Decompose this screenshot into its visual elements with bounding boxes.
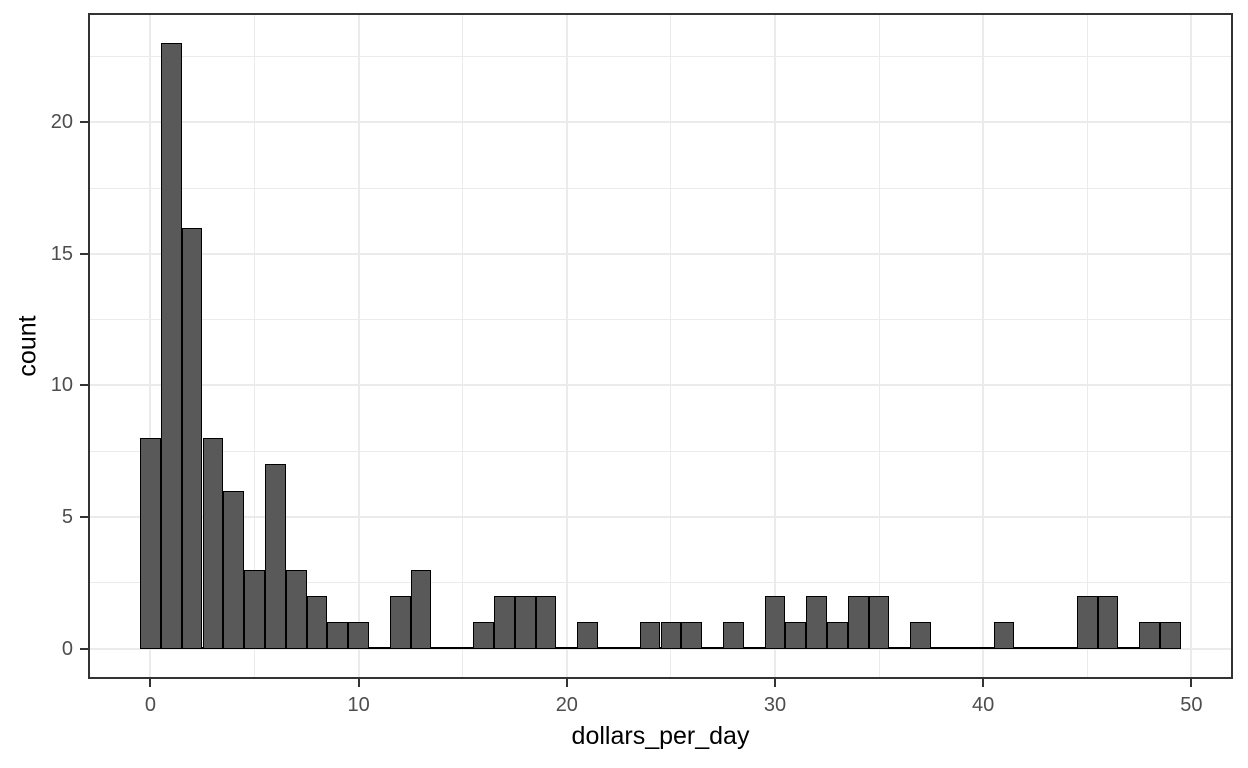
x-axis-title: dollars_per_day <box>571 722 750 750</box>
x-tick-label: 40 <box>972 694 995 716</box>
histogram-bar <box>285 569 307 649</box>
gridline-minor-v <box>1086 13 1088 679</box>
histogram-bar <box>535 596 557 649</box>
histogram-bar <box>993 622 1015 649</box>
histogram-bar <box>577 622 599 649</box>
y-tick-mark <box>80 121 88 124</box>
histogram-bar <box>1139 622 1161 649</box>
gridline-major-v <box>1190 13 1193 679</box>
histogram-bar <box>244 569 265 649</box>
gridline-major-v <box>774 13 776 679</box>
histogram-bar <box>827 622 848 649</box>
gridline-minor-v <box>254 13 256 679</box>
gridline-minor-h <box>88 582 1233 584</box>
histogram-bar <box>202 438 224 649</box>
gridline-major-h <box>88 384 1233 387</box>
gridline-major-h <box>88 252 1233 255</box>
histogram-bar <box>660 622 682 649</box>
gridline-minor-h <box>88 55 1233 57</box>
y-tick-label: 0 <box>61 637 73 660</box>
gridline-major-h <box>88 121 1233 124</box>
histogram-baseline <box>140 646 1181 649</box>
histogram-bar <box>639 622 661 649</box>
x-tick-mark <box>565 679 568 687</box>
histogram-bar <box>348 622 370 649</box>
y-tick-label: 10 <box>50 374 73 397</box>
histogram-bar <box>764 596 786 649</box>
y-tick-mark <box>80 647 88 650</box>
x-tick-label: 10 <box>347 694 370 716</box>
plot-panel <box>88 13 1233 679</box>
gridline-major-v <box>149 13 152 679</box>
histogram-bar <box>181 227 203 649</box>
y-tick-mark <box>80 252 88 255</box>
x-tick-mark <box>982 679 985 687</box>
y-axis-title: count <box>13 315 42 377</box>
x-tick-mark <box>1190 679 1193 687</box>
histogram-bar <box>140 438 161 649</box>
x-tick-mark <box>149 679 152 687</box>
histogram-bar <box>1076 596 1098 649</box>
y-tick-label: 20 <box>50 111 73 134</box>
y-tick-label: 15 <box>50 242 73 265</box>
y-tick-label: 5 <box>61 506 73 529</box>
histogram-bar <box>410 569 432 649</box>
histogram-bar <box>514 596 536 649</box>
gridline-major-v <box>357 13 360 679</box>
gridline-major-v <box>982 13 985 679</box>
histogram-bar <box>223 490 245 649</box>
histogram-bar <box>1097 596 1119 649</box>
gridline-major-h <box>88 647 1233 650</box>
histogram-bar <box>473 622 494 649</box>
gridline-minor-h <box>88 319 1233 321</box>
histogram-bar <box>160 43 182 649</box>
histogram-bar <box>681 622 703 649</box>
histogram-bar <box>327 622 349 649</box>
histogram-bar <box>785 622 807 649</box>
histogram-bar <box>722 622 744 649</box>
y-tick-mark <box>80 516 88 519</box>
gridline-minor-h <box>88 450 1233 452</box>
histogram-bar <box>806 596 828 649</box>
histogram-bar <box>493 596 515 649</box>
histogram-bar <box>306 596 328 649</box>
x-tick-mark <box>774 679 776 687</box>
y-tick-mark <box>80 384 88 387</box>
gridline-major-v <box>565 13 568 679</box>
x-tick-label: 50 <box>1180 694 1203 716</box>
histogram-bar <box>264 464 286 649</box>
histogram-bar <box>868 596 890 649</box>
histogram-bar <box>389 596 411 649</box>
gridline-minor-h <box>88 187 1233 189</box>
histogram-bar <box>1160 622 1181 649</box>
x-tick-label: 0 <box>144 694 157 716</box>
gridline-minor-v <box>670 13 672 679</box>
x-tick-mark <box>357 679 360 687</box>
gridline-major-h <box>88 516 1233 519</box>
gridline-minor-v <box>878 13 880 679</box>
histogram-bar <box>910 622 932 649</box>
histogram-bar <box>847 596 869 649</box>
gridline-minor-v <box>462 13 464 679</box>
x-tick-label: 30 <box>763 694 787 716</box>
x-tick-label: 20 <box>555 694 578 716</box>
